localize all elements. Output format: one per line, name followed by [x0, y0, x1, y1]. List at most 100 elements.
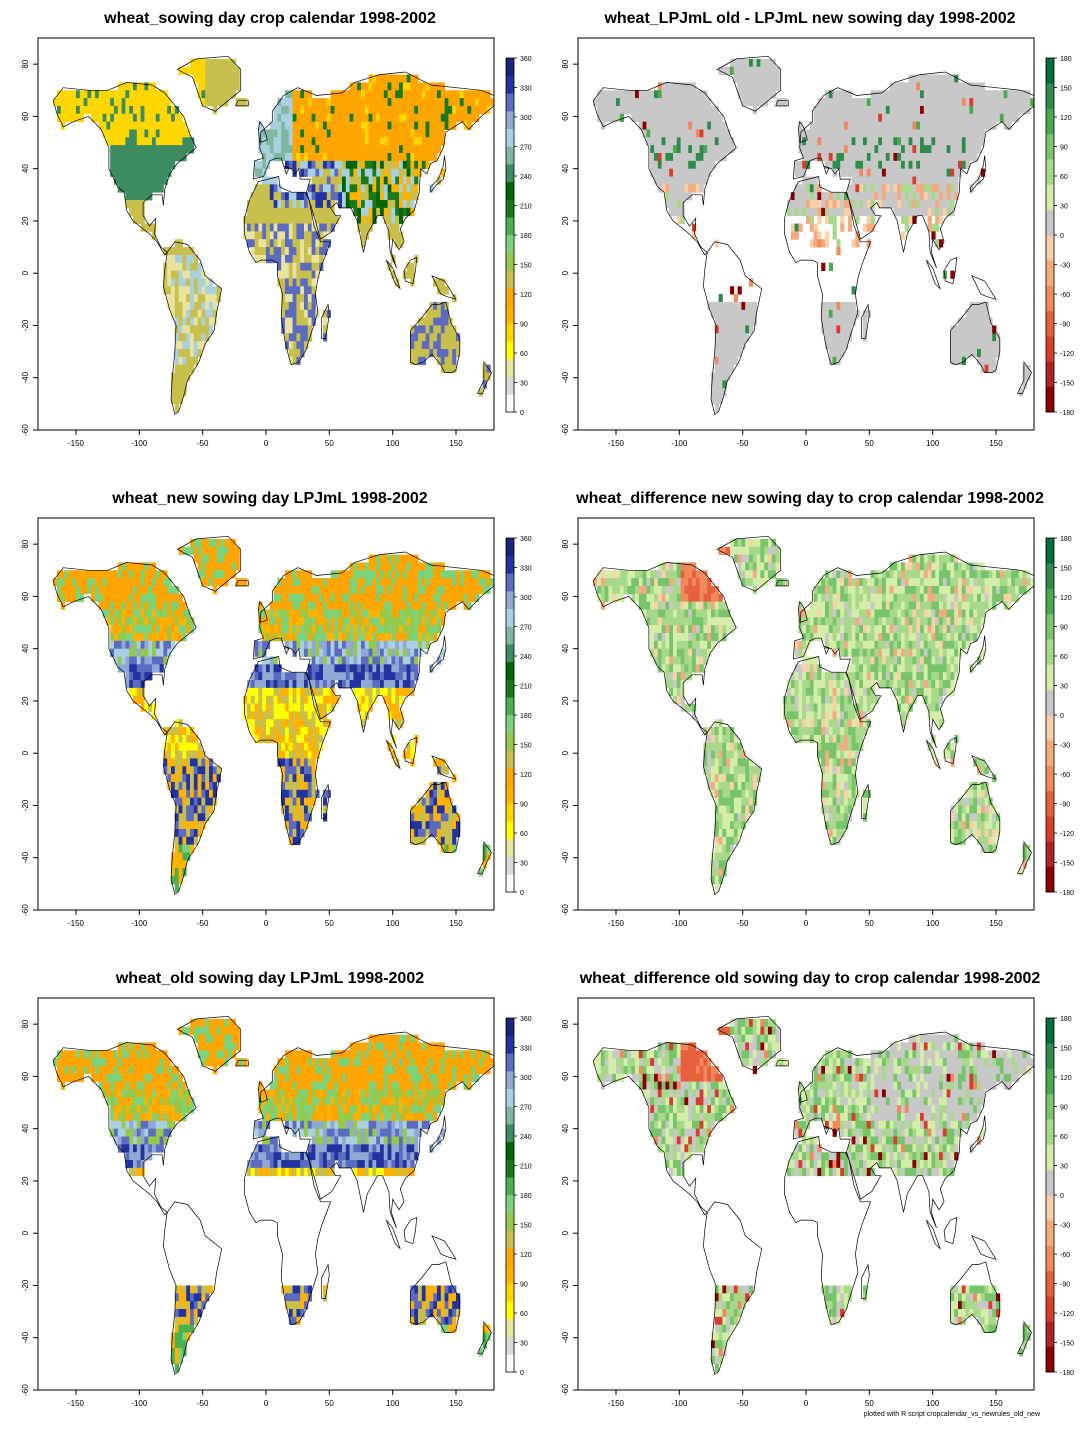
panel-title: wheat_old sowing day LPJmL 1998-2002 [115, 970, 425, 987]
legend-label: 0 [1060, 1193, 1064, 1200]
legend-swatch [506, 1088, 514, 1107]
legend-label: -30 [1060, 743, 1070, 750]
legend-swatch [506, 288, 514, 307]
legend-swatch [506, 358, 514, 377]
legend-swatch [506, 1283, 514, 1302]
legend-label: 90 [1060, 1105, 1068, 1112]
legend-swatch [1046, 336, 1054, 362]
map-plot: -150 -100 -50 0 50 100 150 80 60 40 20 0 -20 -40 -60 36… [21, 517, 532, 928]
legend-swatch [1046, 184, 1054, 211]
y-tick-label: 0 [21, 750, 30, 755]
legend-swatch [1046, 563, 1054, 589]
y-tick-label: 40 [561, 164, 570, 173]
coastlines [52, 535, 494, 895]
legend-label: 330 [520, 1046, 532, 1053]
map-panel-6: wheat_difference old sowing day to crop … [540, 960, 1080, 1440]
legend-label: -120 [1060, 1311, 1074, 1318]
map-panel-3: wheat_new sowing day LPJmL 1998-2002 -150… [0, 480, 540, 960]
map-panel-2: wheat_LPJmL old - LPJmL new sowing day 1… [540, 0, 1080, 480]
panel-title: wheat_LPJmL old - LPJmL new sowing day 1… [604, 10, 1016, 27]
legend-label: 300 [520, 1075, 532, 1082]
x-tick-label: -100 [131, 919, 148, 928]
legend-label: 180 [1060, 1016, 1072, 1023]
legend-swatch [1046, 1169, 1054, 1196]
y-tick-label: 80 [21, 539, 30, 548]
legend-swatch [506, 93, 514, 112]
legend-label: 240 [520, 174, 532, 181]
legend-swatch [1046, 1245, 1054, 1272]
x-tick-label: 0 [264, 439, 269, 448]
legend-label: 150 [1060, 86, 1072, 93]
legend-label: 30 [1060, 684, 1068, 691]
legend-swatch [506, 591, 514, 610]
y-tick-label: 80 [561, 539, 570, 548]
x-tick-label: 150 [989, 439, 1003, 448]
y-tick-label: -60 [561, 424, 570, 436]
y-tick-label: -40 [21, 371, 30, 383]
legend-swatch [506, 661, 514, 680]
legend-label: 150 [1060, 566, 1072, 573]
legend-label: 90 [1060, 625, 1068, 632]
legend-label: 210 [520, 1164, 532, 1171]
legend-swatch [1046, 1270, 1054, 1297]
x-tick-label: 100 [386, 1399, 400, 1408]
legend-label: 210 [520, 684, 532, 691]
legend-label: 90 [520, 802, 528, 809]
legend-swatch [506, 697, 514, 716]
legend-swatch [1046, 588, 1054, 615]
legend-label: -90 [1060, 802, 1070, 809]
legend-swatch [1046, 1093, 1054, 1120]
legend-label: 330 [520, 566, 532, 573]
legend-label: 180 [1060, 56, 1072, 63]
raster-cells [593, 58, 1034, 413]
x-tick-label: 50 [865, 439, 874, 448]
y-tick-label: 20 [561, 1176, 570, 1185]
legend-swatch [1046, 715, 1054, 741]
legend-swatch [506, 1035, 514, 1054]
legend-label: 270 [520, 1105, 532, 1112]
x-tick-label: -150 [68, 1399, 85, 1408]
y-tick-label: 20 [561, 696, 570, 705]
legend-label: 0 [1060, 233, 1064, 240]
legend-label: 270 [520, 625, 532, 632]
legend-swatch [1046, 1068, 1054, 1095]
y-tick-label: 60 [21, 1071, 30, 1080]
y-tick-label: 60 [561, 591, 570, 600]
x-tick-label: -100 [131, 439, 148, 448]
color-legend: 180 150 120 90 60 30 0 -30 -60 -90 -120 -150 -180 [1045, 56, 1074, 417]
legend-label: 60 [1060, 1134, 1068, 1141]
legend-swatch [1046, 866, 1054, 893]
y-tick-label: -20 [21, 1279, 30, 1291]
panel-title: wheat_difference old sowing day to crop … [579, 970, 1041, 987]
y-tick-label: 20 [21, 696, 30, 705]
legend-label: 60 [520, 831, 528, 838]
legend-swatch [506, 750, 514, 769]
x-tick-label: 0 [804, 439, 809, 448]
legend-label: 60 [1060, 174, 1068, 181]
legend-swatch [506, 199, 514, 218]
legend-swatch [506, 252, 514, 271]
x-tick-label: 0 [804, 919, 809, 928]
x-tick-label: 100 [926, 439, 940, 448]
legend-label: 180 [1060, 536, 1072, 543]
legend-label: -90 [1060, 1282, 1070, 1289]
legend-swatch [506, 1212, 514, 1231]
y-tick-label: -60 [21, 1384, 30, 1396]
legend-swatch [506, 394, 514, 413]
x-tick-label: -50 [197, 439, 209, 448]
legend-swatch [506, 821, 514, 840]
y-tick-label: 40 [561, 1124, 570, 1133]
legend-label: 30 [520, 381, 528, 388]
legend-label: -150 [1060, 1341, 1074, 1348]
legend-label: 210 [520, 204, 532, 211]
map-panel-1: wheat_sowing day crop calendar 1998-2002… [0, 0, 540, 480]
legend-swatch [506, 715, 514, 733]
legend-label: 120 [520, 772, 532, 779]
map-plot: -150 -100 -50 0 50 100 150 80 60 40 20 0 -20 -40 -60 36… [21, 997, 532, 1408]
legend-label: 0 [520, 410, 524, 417]
legend-swatch [506, 1177, 514, 1196]
raster-cells [593, 1018, 1034, 1373]
y-tick-label: -60 [561, 904, 570, 916]
legend-swatch [506, 785, 514, 804]
